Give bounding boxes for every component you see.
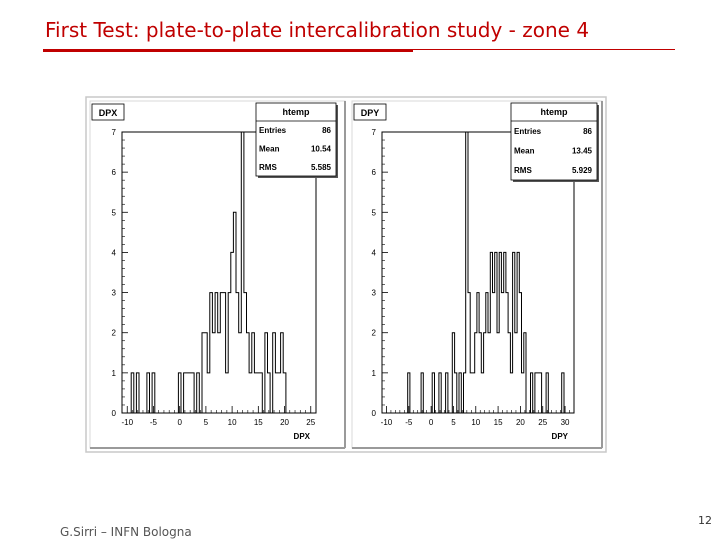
y-tick-label: 5 xyxy=(112,208,117,217)
y-tick-label: 6 xyxy=(112,168,117,177)
stats-row-value: 13.45 xyxy=(572,147,593,156)
y-tick-label: 4 xyxy=(372,248,377,257)
y-tick-label: 3 xyxy=(112,289,117,298)
stats-row-value: 86 xyxy=(322,126,331,135)
stats-row-value: 5.929 xyxy=(572,166,593,175)
y-tick-label: 1 xyxy=(112,369,117,378)
x-tick-label: 15 xyxy=(494,418,503,427)
footer-author: G.Sirri – INFN Bologna xyxy=(60,525,192,539)
x-tick-label: 0 xyxy=(429,418,434,427)
stats-box xyxy=(255,102,337,177)
y-tick-label: 2 xyxy=(372,329,377,338)
stats-row-label: Mean xyxy=(259,145,280,154)
x-tick-label: 30 xyxy=(561,418,570,427)
y-tick-label: 5 xyxy=(372,208,377,217)
stats-row-value: 86 xyxy=(583,127,592,136)
histogram-panel-dpy: DPY 0 1 2 3 4 5 6 7 -10 -5 0 5 10 15 20 25 30 DPY htemp Entr… xyxy=(351,100,603,449)
x-tick-label: -10 xyxy=(121,418,133,427)
histogram-panel-dpx: DPX 0 1 2 3 4 5 6 7 -10 -5 0 5 10 15 20 25 DPX htemp Entrie… xyxy=(89,100,346,449)
y-tick-label: 2 xyxy=(112,329,117,338)
histogram-name-label: DPX xyxy=(99,108,118,118)
x-tick-label: -5 xyxy=(405,418,413,427)
x-tick-label: -5 xyxy=(150,418,158,427)
histogram-outline xyxy=(385,131,567,414)
stats-row-label: Entries xyxy=(259,126,287,135)
x-tick-label: 5 xyxy=(451,418,456,427)
stats-box xyxy=(510,102,598,181)
y-tick-label: 1 xyxy=(372,369,377,378)
plot-frame xyxy=(121,131,317,414)
stats-row-value: 10.54 xyxy=(311,145,332,154)
y-tick-label: 0 xyxy=(112,409,117,418)
x-tick-label: -10 xyxy=(381,418,393,427)
x-tick-label: 15 xyxy=(254,418,263,427)
x-axis-title: DPY xyxy=(552,432,569,441)
title-underline xyxy=(43,49,413,52)
histogram-outline xyxy=(123,131,313,414)
stats-box-title: htemp xyxy=(541,107,569,117)
histogram-name-label: DPY xyxy=(361,108,380,118)
y-tick-label: 6 xyxy=(372,168,377,177)
x-tick-label: 5 xyxy=(204,418,209,427)
stats-box-title: htemp xyxy=(283,107,311,117)
x-tick-label: 25 xyxy=(306,418,315,427)
stats-row-label: Entries xyxy=(514,127,542,136)
histogram-name-box xyxy=(91,103,125,121)
x-tick-label: 10 xyxy=(471,418,480,427)
histogram-name-box xyxy=(353,103,387,121)
slide-title: First Test: plate-to-plate intercalibrat… xyxy=(45,18,590,42)
y-tick-label: 4 xyxy=(112,248,117,257)
page-number: 12 xyxy=(698,514,712,527)
x-tick-label: 20 xyxy=(516,418,525,427)
stats-row-value: 5.585 xyxy=(311,163,332,172)
title-underline-extension xyxy=(413,49,675,50)
x-tick-label: 20 xyxy=(280,418,289,427)
y-tick-label: 3 xyxy=(372,289,377,298)
x-tick-label: 10 xyxy=(228,418,237,427)
x-tick-label: 25 xyxy=(538,418,547,427)
stats-row-label: RMS xyxy=(259,163,277,172)
x-axis-title: DPX xyxy=(294,432,311,441)
stats-row-label: Mean xyxy=(514,147,535,156)
y-tick-label: 0 xyxy=(372,409,377,418)
stats-row-label: RMS xyxy=(514,166,532,175)
y-tick-label: 7 xyxy=(112,128,117,137)
y-tick-label: 7 xyxy=(372,128,377,137)
plot-frame xyxy=(381,131,575,414)
x-tick-label: 0 xyxy=(177,418,182,427)
